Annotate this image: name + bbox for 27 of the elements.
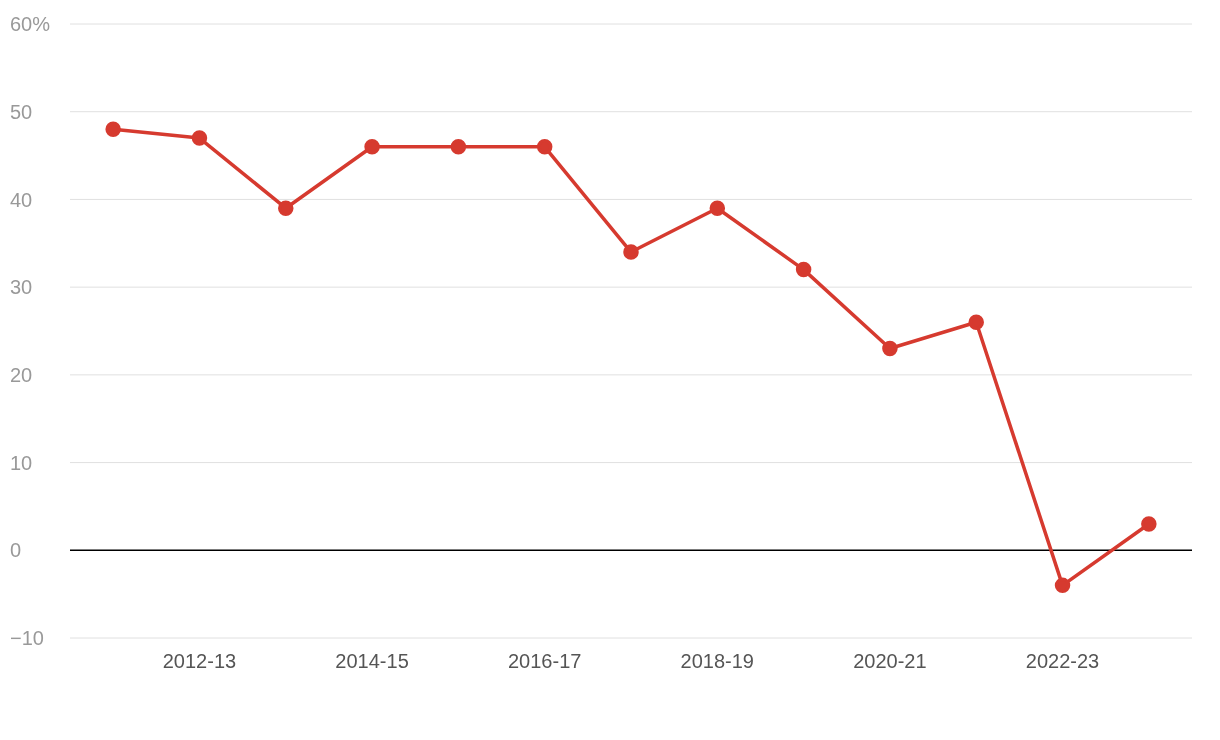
x-tick-label: 2020-21 xyxy=(853,650,927,673)
y-tick-label: 0 xyxy=(10,539,22,562)
point xyxy=(450,139,467,155)
x-tick-label: 2016-17 xyxy=(507,650,582,673)
point xyxy=(1141,516,1157,532)
point xyxy=(278,200,294,216)
point xyxy=(105,121,121,138)
point xyxy=(623,244,639,260)
y-tick-label: 40 xyxy=(10,188,33,211)
point xyxy=(968,314,984,330)
point xyxy=(536,139,553,155)
y-tick-label: 60% xyxy=(10,13,51,36)
point xyxy=(191,130,208,146)
point xyxy=(709,200,726,216)
x-tick-label: 2022-23 xyxy=(1025,650,1100,673)
y-tick-label: 10 xyxy=(10,451,33,474)
y-tick-label: 20 xyxy=(10,363,33,386)
point xyxy=(795,261,812,278)
y-tick-label: 50 xyxy=(10,100,33,123)
x-tick-label: 2012-13 xyxy=(162,650,237,673)
point xyxy=(882,340,898,357)
y-tick-label: −10 xyxy=(10,627,44,650)
y-tick-label: 30 xyxy=(10,276,33,299)
x-tick-label: 2014-15 xyxy=(335,650,409,673)
point xyxy=(1054,577,1071,594)
x-tick-label: 2018-19 xyxy=(680,650,755,673)
point xyxy=(364,139,380,155)
